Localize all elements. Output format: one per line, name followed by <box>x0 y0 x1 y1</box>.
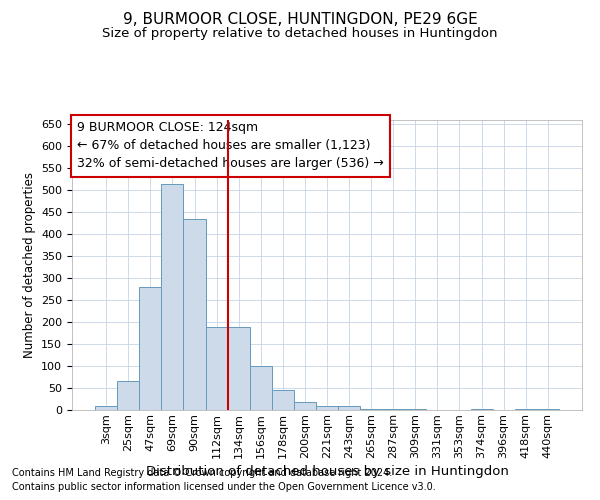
Text: Contains public sector information licensed under the Open Government Licence v3: Contains public sector information licen… <box>12 482 436 492</box>
Text: Contains HM Land Registry data © Crown copyright and database right 2024.: Contains HM Land Registry data © Crown c… <box>12 468 392 477</box>
Bar <box>250 366 272 410</box>
Bar <box>139 287 161 410</box>
Bar <box>95 406 117 410</box>
Bar <box>272 390 294 410</box>
Bar <box>515 409 537 410</box>
Bar <box>537 409 559 410</box>
Text: 9 BURMOOR CLOSE: 124sqm
← 67% of detached houses are smaller (1,123)
32% of semi: 9 BURMOOR CLOSE: 124sqm ← 67% of detache… <box>77 122 384 170</box>
Y-axis label: Number of detached properties: Number of detached properties <box>23 172 35 358</box>
Bar <box>404 409 427 410</box>
Bar <box>206 326 227 410</box>
Bar <box>338 406 360 410</box>
Bar <box>470 409 493 410</box>
Text: 9, BURMOOR CLOSE, HUNTINGDON, PE29 6GE: 9, BURMOOR CLOSE, HUNTINGDON, PE29 6GE <box>122 12 478 28</box>
Bar <box>161 184 184 410</box>
Bar <box>360 409 382 410</box>
Bar <box>227 326 250 410</box>
Bar <box>382 409 404 410</box>
Bar <box>184 219 206 410</box>
Bar <box>117 382 139 410</box>
Bar <box>294 402 316 410</box>
Bar <box>316 406 338 410</box>
Text: Size of property relative to detached houses in Huntingdon: Size of property relative to detached ho… <box>102 28 498 40</box>
X-axis label: Distribution of detached houses by size in Huntingdon: Distribution of detached houses by size … <box>146 465 508 478</box>
